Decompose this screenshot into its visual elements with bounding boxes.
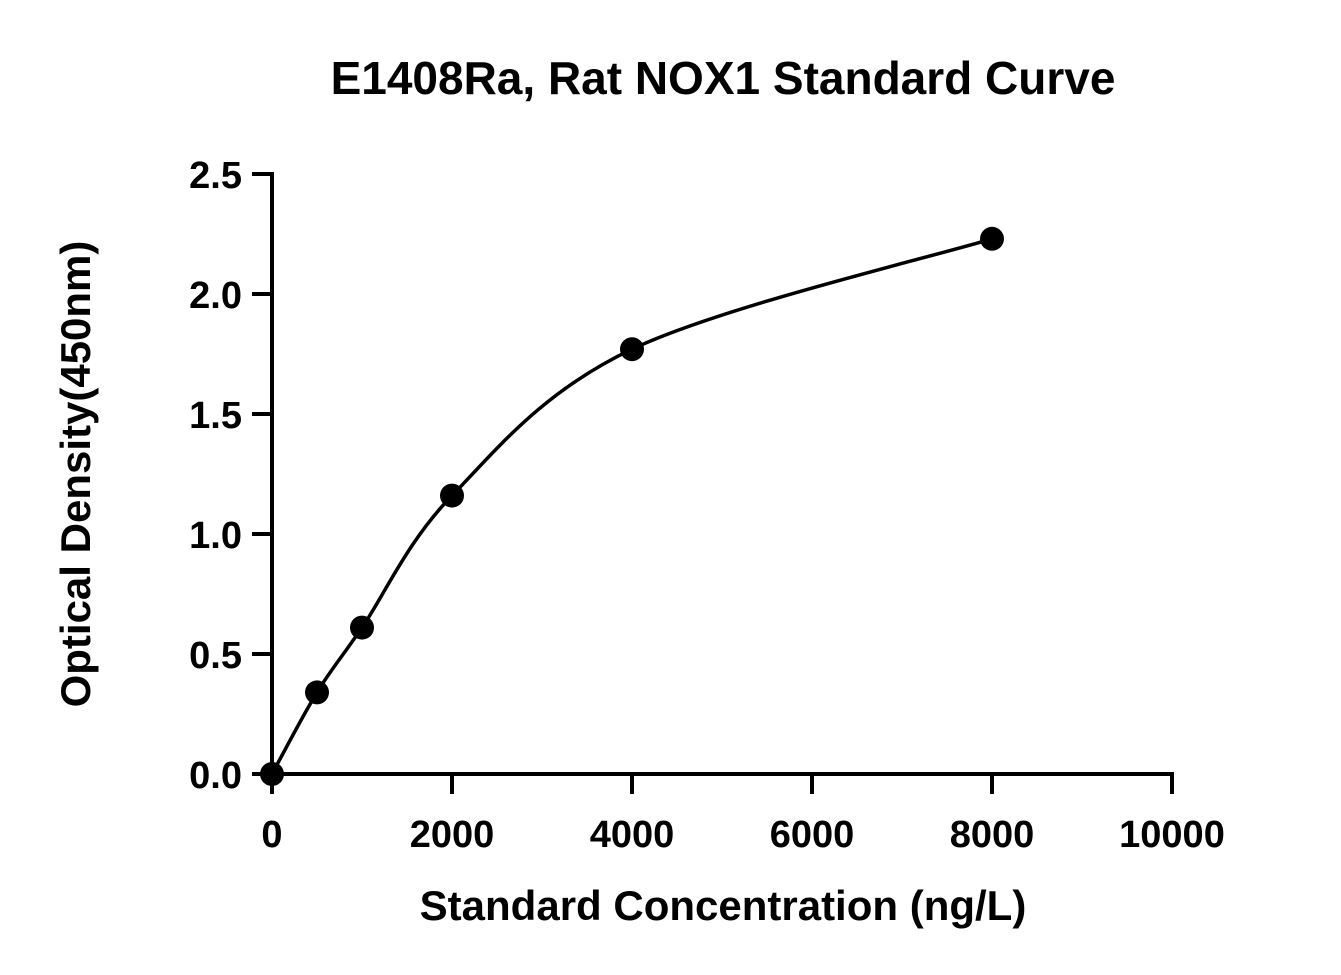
y-tick-label: 1.0 <box>189 515 242 557</box>
y-tick-label: 1.5 <box>189 395 242 437</box>
data-point <box>980 226 1004 251</box>
x-tick-label: 8000 <box>950 814 1035 856</box>
data-point <box>305 680 329 705</box>
y-tick-label: 0.0 <box>189 755 242 797</box>
fit-curve <box>270 237 993 775</box>
axes: 0 2000 4000 6000 8000 10000 0.0 0.5 1.0 1.5 2.0 2.5 <box>189 155 1225 856</box>
y-tick-label: 2.5 <box>189 155 242 197</box>
chart-title: E1408Ra, Rat NOX1 Standard Curve <box>331 52 1116 104</box>
x-tick-label: 10000 <box>1119 814 1225 856</box>
y-tick-label: 0.5 <box>189 635 242 677</box>
x-tick-label: 0 <box>261 814 282 856</box>
x-tick-label: 6000 <box>770 814 855 856</box>
data-point <box>620 337 644 362</box>
y-axis-label: Optical Density(450nm) <box>52 241 99 708</box>
x-tick-label: 2000 <box>410 814 495 856</box>
fit-curve-layer <box>270 237 993 775</box>
y-tick-label: 2.0 <box>189 275 242 317</box>
data-point <box>440 483 464 508</box>
x-tick-label: 4000 <box>590 814 675 856</box>
x-axis-label: Standard Concentration (ng/L) <box>420 882 1027 929</box>
data-points <box>260 226 1004 786</box>
data-point <box>350 615 374 640</box>
data-point <box>260 762 284 786</box>
